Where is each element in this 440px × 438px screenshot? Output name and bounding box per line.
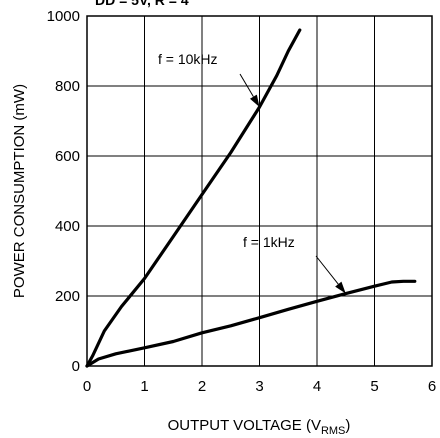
annotation-arrow (315, 255, 339, 285)
chart-title: DD = 5V, R = 4 (95, 0, 189, 8)
arrow-head-icon (249, 94, 260, 107)
plot-frame (86, 15, 433, 367)
arrow-head-icon (335, 281, 346, 294)
y-tick-label: 1000 (47, 8, 80, 25)
x-axis-label-sub: RMS (321, 425, 345, 437)
series-line-1khz (85, 279, 417, 368)
x-tick-label: 1 (140, 378, 148, 395)
annotation-label: f = 10kHz (158, 51, 218, 67)
x-axis-label-end: ) (345, 417, 350, 434)
x-tick-label: 6 (428, 378, 436, 395)
y-tick-label: 600 (55, 148, 80, 165)
tick-labels: 0 1 2 3 4 5 6 0 200 400 600 800 1000 (47, 8, 437, 395)
y-axis-label: POWER CONSUMPTION (mW) (11, 84, 28, 298)
x-tick-label: 3 (255, 378, 263, 395)
x-tick-label: 5 (370, 378, 378, 395)
grid (87, 16, 432, 366)
annotations: f = 10kHz f = 1kHz (158, 51, 346, 294)
x-tick-label: 2 (198, 378, 206, 395)
y-tick-label: 200 (55, 288, 80, 305)
series (85, 28, 417, 368)
x-axis-label: OUTPUT VOLTAGE (VRMS) (168, 417, 351, 437)
series-line-10khz (85, 28, 302, 368)
annotation-arrow (239, 73, 254, 97)
x-tick-label: 4 (313, 378, 321, 395)
y-tick-label: 400 (55, 218, 80, 235)
y-tick-label: 800 (55, 78, 80, 95)
x-axis-label-main: OUTPUT VOLTAGE (V (168, 417, 321, 434)
x-tick-label: 0 (83, 378, 91, 395)
annotation-label: f = 1kHz (243, 234, 295, 250)
y-tick-label: 0 (72, 358, 80, 375)
